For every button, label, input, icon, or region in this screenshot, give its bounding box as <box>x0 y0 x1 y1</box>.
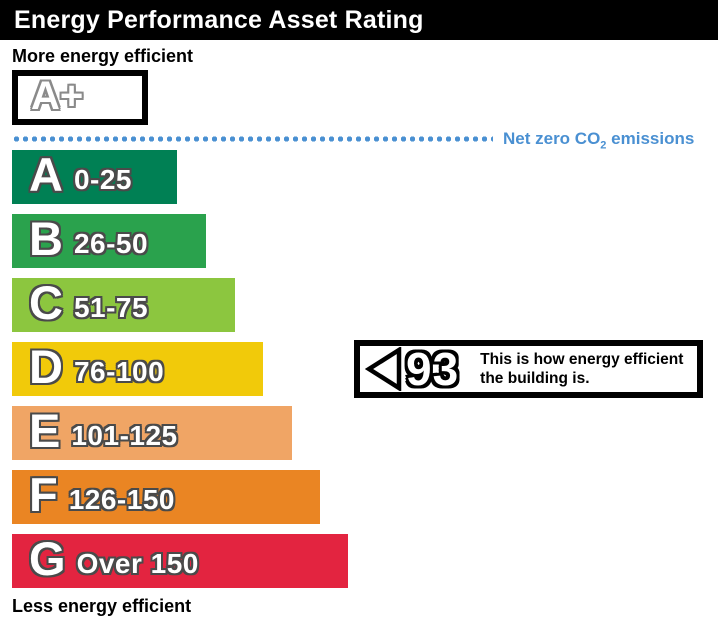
band-b: B 26-50 <box>12 214 206 268</box>
rating-value: 93 <box>406 343 460 395</box>
band-g-letter: G <box>29 531 66 585</box>
band-a-plus-letter: A+ <box>31 73 84 118</box>
net-zero-label-text: Net zero CO <box>503 129 601 148</box>
band-f: F 126-150 <box>12 470 320 524</box>
band-g: G Over 150 <box>12 534 348 588</box>
band-b-letter: B <box>29 211 63 265</box>
band-d: D 76-100 <box>12 342 263 396</box>
band-e-range: 101-125 <box>71 420 178 451</box>
band-g-range: Over 150 <box>76 548 199 579</box>
band-a: A 0-25 <box>12 150 177 204</box>
page-title: Energy Performance Asset Rating <box>14 5 424 34</box>
band-c-range: 51-75 <box>73 292 149 323</box>
net-zero-label-suffix: emissions <box>606 129 695 148</box>
band-e-letter: E <box>29 403 61 457</box>
band-b-range: 26-50 <box>73 228 149 259</box>
more-efficient-label: More energy efficient <box>12 46 194 66</box>
band-a-plus: A+ <box>12 70 148 125</box>
band-d-letter: D <box>29 339 63 393</box>
band-d-range: 76-100 <box>73 356 165 387</box>
band-e: E 101-125 <box>12 406 292 460</box>
net-zero-label: Net zero CO2 emissions <box>503 129 694 151</box>
band-a-letter: A <box>29 147 63 201</box>
band-f-range: 126-150 <box>68 484 175 515</box>
rating-indicator: 93 This is how energy efficient the buil… <box>354 340 703 398</box>
band-c-letter: C <box>29 275 63 329</box>
rating-description-line1: This is how energy efficient <box>480 351 684 368</box>
band-f-letter: F <box>29 467 58 521</box>
band-a-range: 0-25 <box>73 164 132 195</box>
net-zero-subscript: 2 <box>600 139 607 152</box>
band-c: C 51-75 <box>12 278 235 332</box>
left-arrow-icon <box>365 347 402 391</box>
rating-description: This is how energy efficient the buildin… <box>480 350 683 388</box>
less-efficient-label: Less energy efficient <box>12 596 192 616</box>
net-zero-dotted-line <box>12 135 493 143</box>
rating-description-line2: the building is. <box>480 370 590 387</box>
header-bar: Energy Performance Asset Rating <box>0 0 718 40</box>
